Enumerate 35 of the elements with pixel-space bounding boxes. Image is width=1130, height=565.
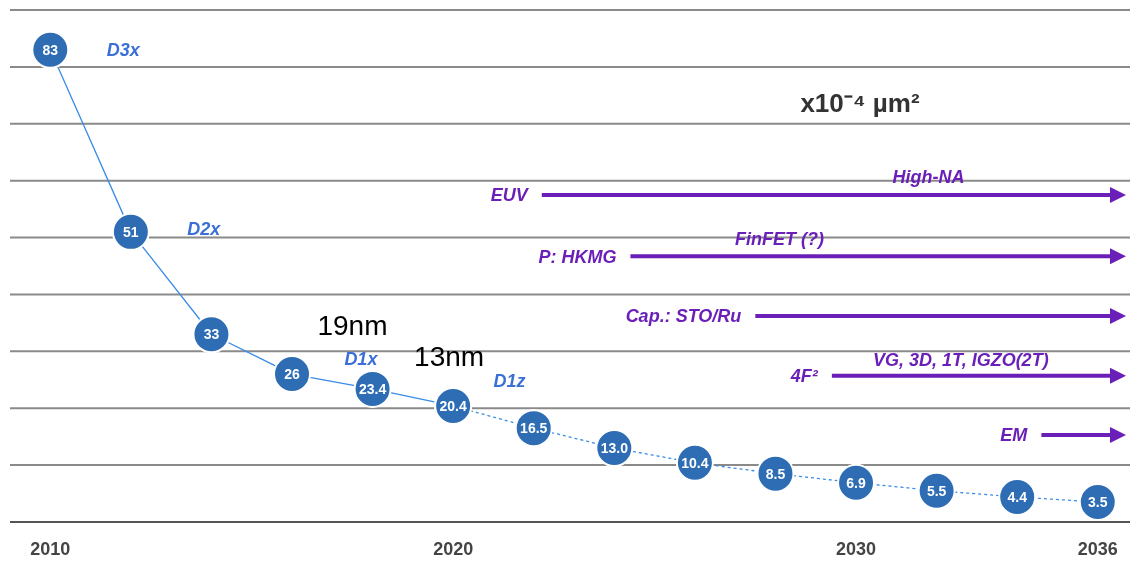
data-label: 20.4 [439, 397, 467, 414]
annotation: VG, 3D, 1T, IGZO(2T) [872, 349, 1049, 370]
annotation: D3x [106, 40, 141, 61]
annotation: 19nm [317, 309, 388, 341]
data-label: 83 [42, 41, 59, 58]
annotation: 4F² [789, 366, 819, 387]
x-tick-label: 2020 [433, 539, 474, 559]
data-label: 23.4 [358, 380, 387, 397]
point [192, 315, 231, 354]
annotation: D1z [493, 371, 526, 392]
data-label: 13.0 [600, 439, 629, 456]
data-label: 10.4 [681, 454, 709, 471]
annotation: D2x [187, 219, 222, 240]
data-label: 16.5 [520, 420, 548, 437]
x-tick-label: 2030 [836, 539, 877, 559]
annotation: D1x [344, 349, 379, 370]
data-label: 51 [123, 223, 139, 240]
annotation: EUV [490, 185, 530, 206]
data-label: 3.5 [1088, 493, 1108, 510]
data-label: 26 [284, 365, 301, 382]
y-axis-title: x10⁻⁴ µm² [800, 88, 920, 118]
data-label: 4.4 [1007, 488, 1028, 505]
annotation: FinFET (?) [735, 228, 824, 249]
point [111, 212, 150, 251]
x-tick-label: 2010 [30, 539, 71, 559]
annotation: EM [1000, 425, 1029, 446]
data-label: 6.9 [846, 474, 866, 491]
x-tick-label: 2036 [1077, 539, 1118, 559]
annotation: 13nm [414, 340, 485, 372]
data-label: 5.5 [926, 482, 947, 499]
data-label: 8.5 [765, 465, 786, 482]
annotation: Cap.: STO/Ru [625, 306, 742, 327]
annotation: High-NA [892, 166, 965, 187]
annotation: P: HKMG [538, 246, 617, 267]
data-label: 33 [203, 326, 220, 343]
